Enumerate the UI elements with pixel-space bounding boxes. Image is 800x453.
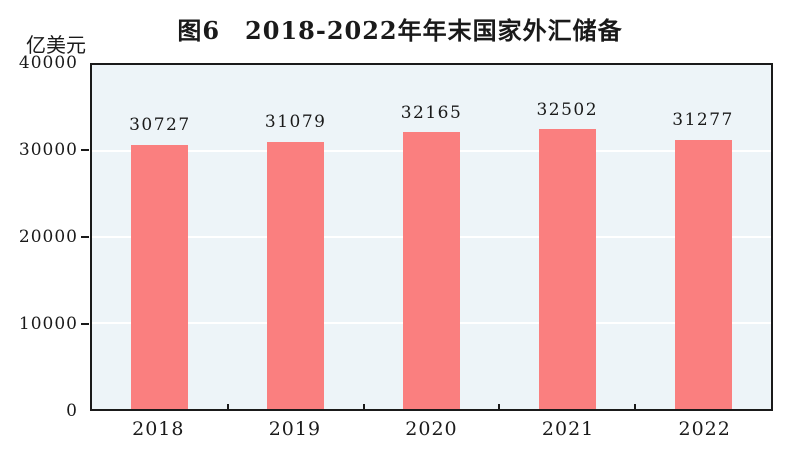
x-axis-label-2020: 2020 [405,418,458,440]
y-axis-unit-label: 亿美元 [26,33,86,57]
bar-value-label: 32165 [400,102,463,123]
x-axis-tick [362,404,365,409]
chart-title: 图6 2018-2022年年末国家外汇储备 [177,16,623,45]
bar-value-label: 30727 [129,115,191,136]
bar-value-label: 31277 [672,110,734,131]
bar-cell-2021: 32502 [499,65,635,409]
y-axis-label-20000: 20000 [18,227,78,247]
bar-value-label: 31079 [264,112,327,133]
bar-2020 [402,132,460,409]
bar-2018 [131,144,189,409]
x-axis-label-2019: 2019 [268,418,322,440]
x-axis-tick [226,404,229,409]
bar-cell-2022: 31277 [635,65,771,409]
y-axis-label-30000: 30000 [18,140,78,160]
x-axis-label-2022: 2022 [678,418,731,440]
bar-cell-2019: 31079 [228,65,364,409]
x-axis-tick [634,404,637,409]
x-axis-label-2021: 2021 [541,418,595,440]
y-axis-tick [81,236,89,238]
bar-cell-2018: 30727 [92,65,228,409]
y-axis-label-10000: 10000 [18,314,78,334]
y-axis-tick [81,323,89,325]
y-axis-label-40000: 40000 [18,53,78,73]
x-axis-label-2018: 2018 [132,418,185,440]
bar-2021 [538,129,596,409]
bar-2022 [674,140,732,409]
y-axis-label-0: 0 [66,401,78,421]
bar-value-label: 32502 [536,99,599,120]
plot-area: 30727 31079 32165 32502 31277 [90,63,773,411]
y-axis-tick [81,149,89,151]
x-axis-tick [498,404,501,409]
bar-2019 [267,141,325,409]
bar-cell-2020: 32165 [364,65,500,409]
